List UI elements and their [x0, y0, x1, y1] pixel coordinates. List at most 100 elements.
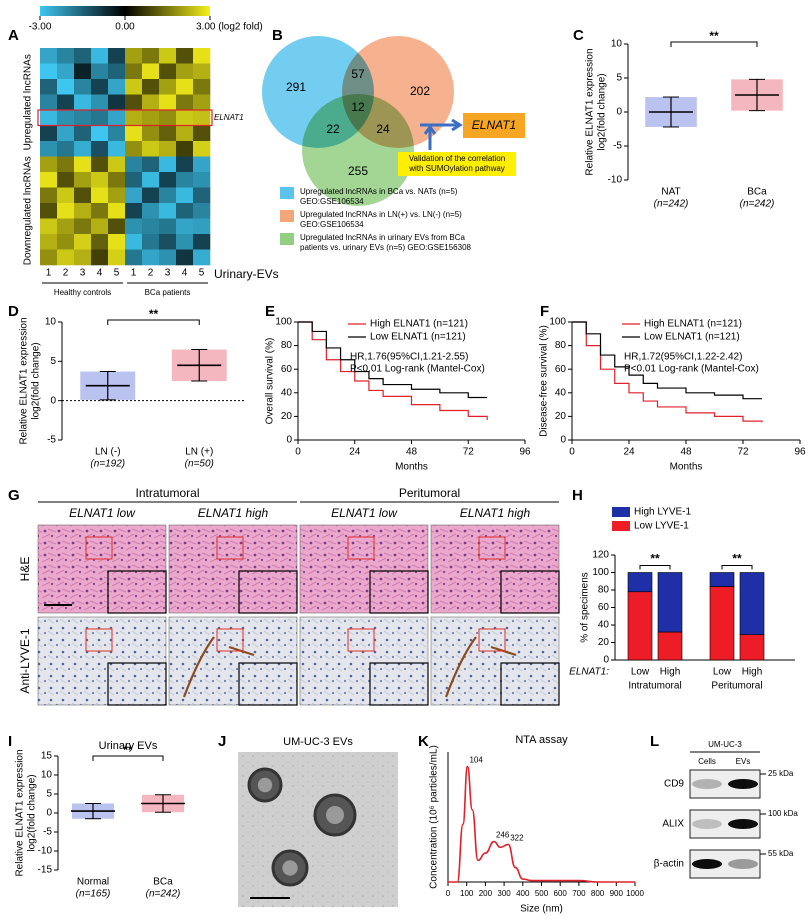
- significance: **: [123, 743, 133, 757]
- significance: **: [709, 29, 719, 43]
- heatmap-cell: [91, 79, 109, 95]
- column-label: ELNAT1 high: [198, 506, 269, 520]
- heatmap-cell: [91, 203, 109, 219]
- heatmap-cell: [57, 110, 75, 126]
- heatmap-cell: [159, 187, 177, 204]
- y-tick-label: 5: [46, 789, 52, 800]
- heatmap-cell: [108, 249, 126, 266]
- chart-title: UM-UC-3 EVs: [283, 736, 353, 748]
- heatmap-cell: [142, 110, 160, 126]
- panel-letter: E: [265, 303, 275, 320]
- heatmap-cell: [40, 125, 58, 142]
- category-label: Low: [713, 667, 732, 678]
- heatmap-cell: [193, 141, 211, 157]
- significance-bracket: [639, 565, 671, 570]
- heatmap-cell: [57, 141, 75, 157]
- y-tick-label: 15: [41, 751, 53, 762]
- inset: [369, 662, 429, 706]
- heatmap-cell: [74, 79, 92, 95]
- y-tick-label: 60: [598, 602, 610, 613]
- heatmap-cell: [159, 249, 177, 266]
- band: [728, 859, 758, 869]
- blot-header: UM-UC-3: [708, 740, 742, 749]
- heatmap-cell: [40, 203, 58, 219]
- lane-label: Cells: [698, 757, 716, 766]
- heatmap-cell: [125, 63, 143, 80]
- significance-bracket: [721, 565, 753, 570]
- row-label: CD9: [664, 779, 684, 790]
- heatmap-cell: [176, 94, 194, 111]
- y-tick-label: -5: [43, 827, 52, 838]
- heatmap-cell: [176, 63, 194, 80]
- inset: [238, 662, 298, 706]
- roi-box: [85, 536, 113, 560]
- y-tick-label: 40: [281, 387, 293, 398]
- x-tick-label: 24: [349, 447, 361, 458]
- legend-label: Upregulated lncRNAs in urinary EVs from …: [300, 233, 466, 242]
- heatmap-cell: [176, 110, 194, 126]
- heatmap-cell: [91, 110, 109, 126]
- x-tick-label: 100: [460, 889, 474, 898]
- inset: [500, 570, 560, 614]
- band: [692, 779, 722, 789]
- panel-letter: L: [650, 733, 659, 750]
- heatmap-cell: [40, 156, 58, 173]
- y-tick-label: 0: [616, 107, 622, 118]
- heatmap-cell: [108, 110, 126, 126]
- significance-bracket: [107, 319, 200, 325]
- x-tick-label: 72: [737, 447, 749, 458]
- venn-count: 22: [326, 122, 340, 136]
- heatmap-cell: [40, 218, 58, 235]
- heatmap-cell: [57, 125, 75, 142]
- result-box: [463, 113, 525, 138]
- significance-bracket: [92, 755, 164, 761]
- heatmap-cell: [142, 63, 160, 80]
- column-label: ELNAT1 low: [331, 506, 398, 520]
- heatmap-cell: [40, 79, 58, 95]
- heatmap-cell: [176, 218, 194, 235]
- heatmap-cell: [176, 156, 194, 173]
- x-tick-label: 96: [519, 447, 531, 458]
- vesicle-core: [326, 806, 344, 824]
- venn-count: 202: [410, 84, 430, 98]
- column-label: 1: [131, 268, 137, 279]
- heatmap-cell: [125, 48, 143, 64]
- heatmap-cell: [74, 203, 92, 219]
- heatmap-cell: [74, 141, 92, 157]
- x-tick-label: 300: [497, 889, 511, 898]
- column-group-label: BCa patients: [145, 288, 191, 297]
- x-tick-label: 400: [516, 889, 530, 898]
- column-label: 3: [80, 268, 86, 279]
- heatmap-cell: [193, 63, 211, 80]
- category-label: LN (+): [185, 447, 213, 458]
- heatmap-cell: [40, 249, 58, 266]
- n-label: (n=242): [146, 889, 181, 900]
- legend-label: High ELNAT1 (n=121): [370, 319, 468, 330]
- heatmap-cell: [176, 141, 194, 157]
- peak-label: 246: [496, 831, 510, 840]
- y-tick-label: 40: [598, 620, 610, 631]
- bar-segment: [709, 572, 735, 587]
- heatmap-cell: [125, 141, 143, 157]
- heatmap-cell: [108, 94, 126, 111]
- lane-label: EVs: [736, 757, 751, 766]
- heatmap-cell: [125, 125, 143, 142]
- band: [728, 819, 758, 829]
- category-label: High: [742, 667, 763, 678]
- heatmap-cell: [74, 234, 92, 250]
- y-tick-label: 20: [281, 411, 293, 422]
- inset: [238, 570, 298, 614]
- note-box: [398, 152, 516, 176]
- heatmap-cell: [176, 79, 194, 95]
- panel-letter: H: [572, 487, 583, 504]
- heatmap-cell: [125, 249, 143, 266]
- heatmap-cell: [74, 125, 92, 142]
- heatmap-cell: [125, 156, 143, 173]
- legend-label: Low ELNAT1 (n=121): [370, 332, 466, 343]
- annotation: HR,1.72(95%CI,1.22-2.42): [624, 352, 742, 363]
- y-axis-label: Disease-free survival (%): [539, 325, 550, 437]
- survival-curve: [298, 321, 488, 399]
- x-tick-label: 96: [794, 447, 806, 458]
- heatmap-cell: [193, 156, 211, 173]
- y-tick-label: 5: [616, 73, 622, 84]
